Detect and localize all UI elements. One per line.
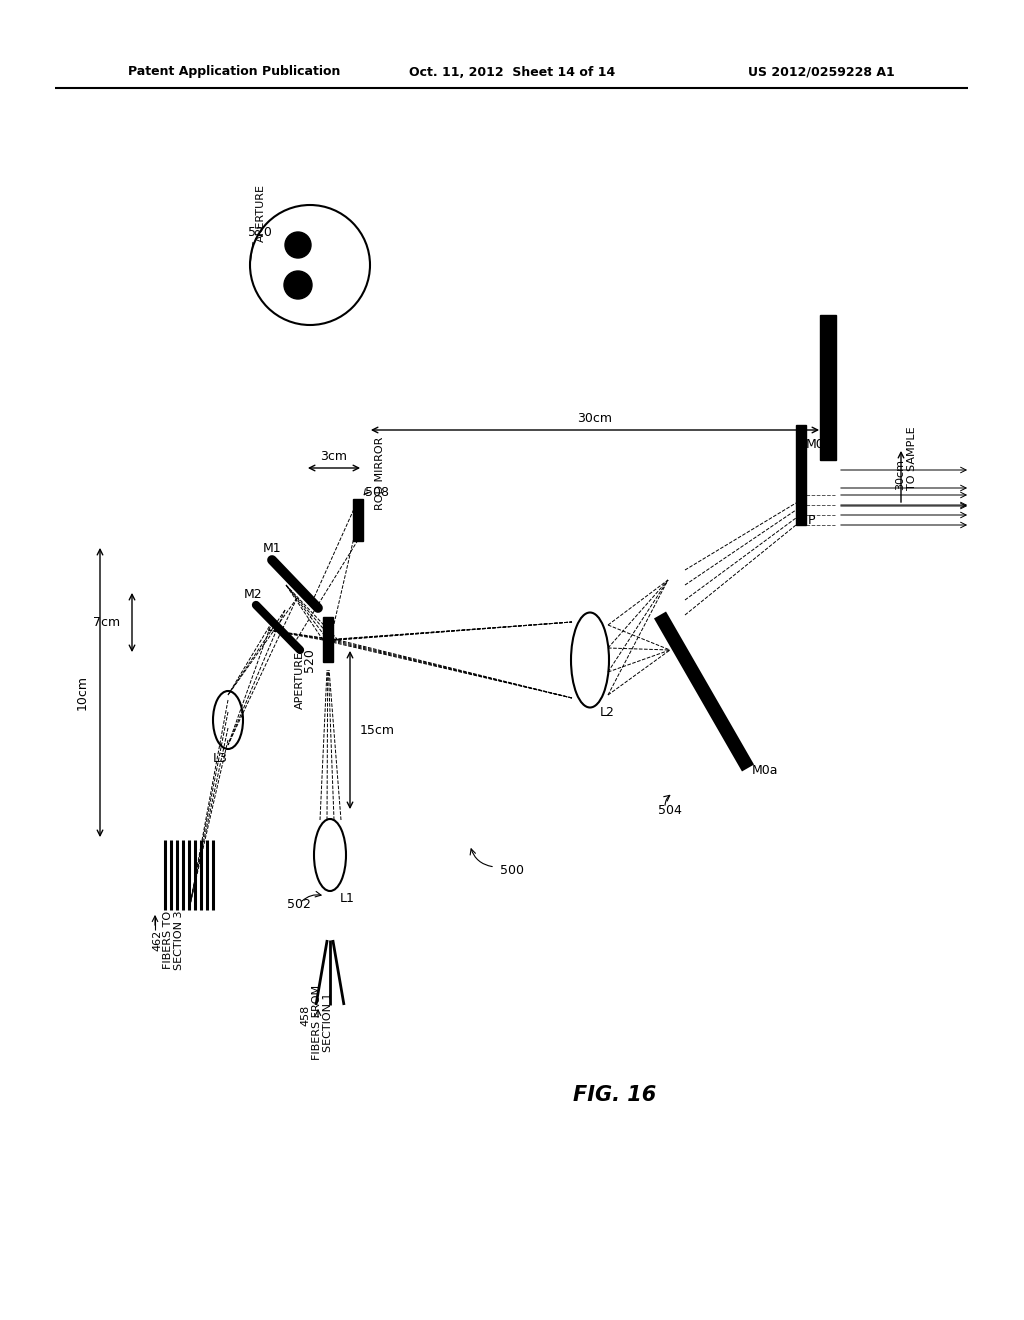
Text: 520: 520: [248, 227, 272, 239]
Text: FIBERS TO: FIBERS TO: [163, 911, 173, 969]
Text: M2: M2: [244, 587, 262, 601]
Text: 10cm: 10cm: [76, 675, 88, 710]
Bar: [820, 315, 836, 459]
Text: SECTION 1: SECTION 1: [323, 993, 333, 1052]
Bar: [353, 499, 362, 541]
Text: M0b: M0b: [806, 438, 833, 451]
Text: APERTURE: APERTURE: [256, 183, 266, 242]
Text: FIBERS FROM: FIBERS FROM: [312, 985, 322, 1060]
Text: P: P: [808, 513, 815, 527]
Text: 7cm: 7cm: [93, 615, 120, 628]
Text: L2: L2: [600, 706, 614, 719]
Circle shape: [284, 271, 312, 300]
Text: 500: 500: [500, 863, 524, 876]
Text: Oct. 11, 2012  Sheet 14 of 14: Oct. 11, 2012 Sheet 14 of 14: [409, 66, 615, 78]
Text: 30cm: 30cm: [895, 459, 905, 490]
Text: FIG. 16: FIG. 16: [573, 1085, 656, 1105]
Text: US 2012/0259228 A1: US 2012/0259228 A1: [749, 66, 895, 78]
Text: TO SAMPLE: TO SAMPLE: [907, 426, 918, 490]
Text: 462: 462: [152, 929, 162, 950]
Text: L3: L3: [213, 751, 228, 764]
Text: M0a: M0a: [752, 763, 778, 776]
Text: ROD MIRROR: ROD MIRROR: [375, 437, 385, 510]
Text: 520: 520: [303, 648, 316, 672]
Text: M1: M1: [263, 541, 282, 554]
Circle shape: [285, 232, 311, 257]
Bar: [323, 616, 333, 663]
Text: 502: 502: [287, 899, 311, 912]
Text: 504: 504: [658, 804, 682, 817]
Text: 3cm: 3cm: [321, 450, 347, 462]
Bar: [796, 425, 806, 525]
Text: 458: 458: [300, 1005, 310, 1026]
Text: APERTURE: APERTURE: [295, 651, 305, 709]
Text: L1: L1: [340, 891, 355, 904]
Text: 15cm: 15cm: [360, 723, 395, 737]
Text: SECTION 3: SECTION 3: [174, 911, 184, 970]
Text: Patent Application Publication: Patent Application Publication: [128, 66, 340, 78]
Text: 508: 508: [365, 486, 389, 499]
Text: 30cm: 30cm: [578, 412, 612, 425]
